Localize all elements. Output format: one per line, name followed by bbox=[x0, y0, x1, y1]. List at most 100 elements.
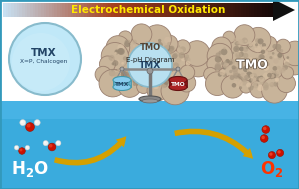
Circle shape bbox=[133, 78, 139, 84]
Circle shape bbox=[161, 77, 189, 105]
Circle shape bbox=[161, 75, 166, 81]
Circle shape bbox=[178, 74, 196, 92]
Circle shape bbox=[231, 65, 236, 70]
Circle shape bbox=[144, 55, 149, 60]
Circle shape bbox=[255, 43, 258, 46]
Bar bbox=[205, 3, 209, 17]
Circle shape bbox=[118, 48, 124, 54]
Circle shape bbox=[219, 70, 225, 76]
Circle shape bbox=[243, 65, 250, 72]
Circle shape bbox=[248, 85, 254, 91]
Circle shape bbox=[242, 80, 247, 86]
Circle shape bbox=[237, 81, 243, 87]
Circle shape bbox=[255, 45, 258, 48]
Circle shape bbox=[215, 56, 222, 63]
Bar bbox=[76, 3, 80, 17]
Circle shape bbox=[273, 71, 279, 77]
Circle shape bbox=[135, 83, 138, 86]
Circle shape bbox=[248, 42, 253, 47]
Circle shape bbox=[172, 54, 177, 59]
Circle shape bbox=[165, 77, 168, 80]
Bar bbox=[222, 3, 225, 17]
Circle shape bbox=[129, 59, 135, 65]
Bar bbox=[0, 101, 299, 189]
Bar bbox=[87, 3, 90, 17]
Circle shape bbox=[109, 70, 115, 77]
Bar bbox=[241, 3, 244, 17]
Circle shape bbox=[178, 78, 181, 81]
Circle shape bbox=[223, 47, 226, 50]
Circle shape bbox=[273, 62, 276, 66]
Circle shape bbox=[156, 62, 161, 67]
Circle shape bbox=[259, 59, 264, 64]
Bar bbox=[146, 3, 150, 17]
Circle shape bbox=[277, 150, 281, 153]
Circle shape bbox=[159, 35, 178, 53]
Circle shape bbox=[167, 76, 173, 82]
Circle shape bbox=[142, 42, 144, 45]
Bar bbox=[79, 3, 82, 17]
Circle shape bbox=[118, 72, 121, 74]
Bar bbox=[49, 3, 53, 17]
Bar bbox=[230, 3, 234, 17]
Circle shape bbox=[216, 52, 220, 57]
Circle shape bbox=[149, 75, 151, 77]
Polygon shape bbox=[273, 0, 295, 21]
Circle shape bbox=[149, 84, 154, 89]
Circle shape bbox=[157, 42, 163, 48]
Circle shape bbox=[221, 75, 244, 98]
Bar bbox=[251, 3, 255, 17]
Text: TMX: TMX bbox=[31, 48, 57, 58]
Circle shape bbox=[101, 43, 129, 70]
FancyArrowPatch shape bbox=[174, 129, 253, 159]
Circle shape bbox=[270, 73, 276, 79]
Circle shape bbox=[157, 48, 162, 54]
Circle shape bbox=[228, 61, 233, 65]
Circle shape bbox=[245, 40, 247, 42]
Bar bbox=[195, 3, 199, 17]
Circle shape bbox=[263, 127, 266, 130]
Bar bbox=[203, 3, 207, 17]
Circle shape bbox=[129, 74, 132, 78]
Circle shape bbox=[12, 33, 70, 91]
Bar bbox=[124, 3, 128, 17]
Circle shape bbox=[145, 78, 149, 82]
Circle shape bbox=[128, 64, 133, 69]
Circle shape bbox=[117, 68, 120, 71]
Ellipse shape bbox=[142, 99, 158, 103]
Bar bbox=[249, 3, 252, 17]
Circle shape bbox=[117, 77, 122, 82]
Circle shape bbox=[270, 57, 273, 60]
Circle shape bbox=[277, 66, 281, 70]
Circle shape bbox=[269, 71, 273, 75]
Circle shape bbox=[180, 65, 195, 80]
Bar bbox=[65, 3, 69, 17]
Circle shape bbox=[124, 72, 131, 78]
FancyArrowPatch shape bbox=[54, 136, 126, 166]
Circle shape bbox=[243, 46, 248, 52]
Circle shape bbox=[128, 43, 172, 87]
Circle shape bbox=[229, 59, 235, 64]
Circle shape bbox=[273, 59, 278, 64]
Circle shape bbox=[268, 152, 275, 159]
Circle shape bbox=[138, 50, 143, 56]
Bar bbox=[0, 101, 299, 119]
Circle shape bbox=[106, 36, 130, 59]
Text: TMX: TMX bbox=[139, 61, 161, 70]
Circle shape bbox=[284, 62, 290, 68]
Circle shape bbox=[267, 73, 272, 77]
Bar bbox=[19, 3, 23, 17]
Circle shape bbox=[254, 58, 259, 63]
Circle shape bbox=[257, 38, 264, 44]
Circle shape bbox=[99, 70, 126, 97]
Bar bbox=[127, 3, 131, 17]
Circle shape bbox=[234, 41, 239, 46]
Circle shape bbox=[219, 51, 222, 55]
Circle shape bbox=[249, 78, 253, 83]
Circle shape bbox=[233, 38, 237, 42]
Circle shape bbox=[122, 83, 126, 87]
Circle shape bbox=[277, 53, 283, 58]
Bar bbox=[114, 3, 118, 17]
Circle shape bbox=[179, 52, 185, 59]
Circle shape bbox=[186, 61, 190, 66]
